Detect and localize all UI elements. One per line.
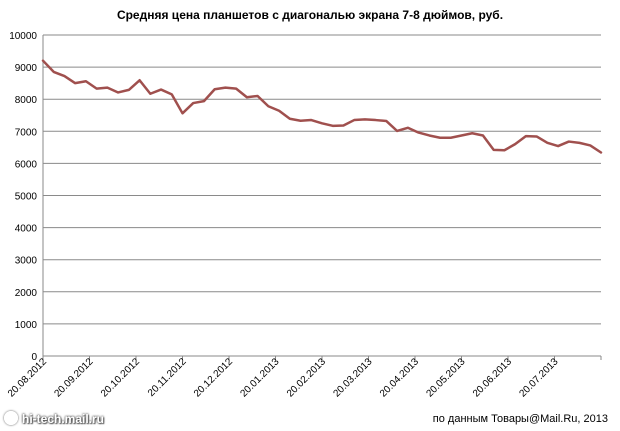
x-tick-label: 20.08.2012 [6, 356, 49, 399]
x-tick-label: 20.06.2013 [471, 356, 514, 399]
y-tick-label: 7000 [15, 127, 38, 138]
x-tick-label: 20.09.2012 [52, 356, 95, 399]
y-tick-label: 5000 [15, 192, 38, 203]
camera-lens-icon [4, 411, 18, 425]
series-line [41, 59, 603, 154]
watermark-text: hi-tech.mail.ru [22, 412, 105, 426]
x-tick-label: 20.11.2012 [146, 356, 189, 399]
chart-title: Средняя цена планшетов с диагональю экра… [116, 8, 504, 22]
x-tick-label: 20.04.2013 [378, 356, 421, 399]
y-tick-label: 1000 [15, 320, 38, 331]
y-tick-label: 0 [31, 352, 37, 363]
x-tick-label: 20.12.2012 [192, 356, 235, 399]
watermark: hi-tech.mail.ru [4, 411, 104, 426]
x-tick-label: 20.07.2013 [517, 356, 560, 399]
y-tick-label: 8000 [15, 95, 38, 106]
x-tick-label: 20.03.2013 [331, 356, 374, 399]
y-tick-label: 6000 [15, 159, 38, 170]
source-note: по данным Товары@Mail.Ru, 2013 [432, 413, 608, 425]
y-tick-label: 4000 [15, 224, 38, 235]
y-tick-label: 10000 [9, 31, 37, 42]
x-tick-label: 20.02.2013 [285, 356, 328, 399]
y-tick-label: 3000 [15, 256, 38, 267]
y-tick-label: 9000 [15, 63, 38, 74]
x-tick-label: 20.01.2013 [238, 356, 281, 399]
x-tick-label: 20.05.2013 [424, 356, 467, 399]
y-tick-label: 2000 [15, 288, 38, 299]
x-tick-label: 20.10.2012 [99, 356, 142, 399]
